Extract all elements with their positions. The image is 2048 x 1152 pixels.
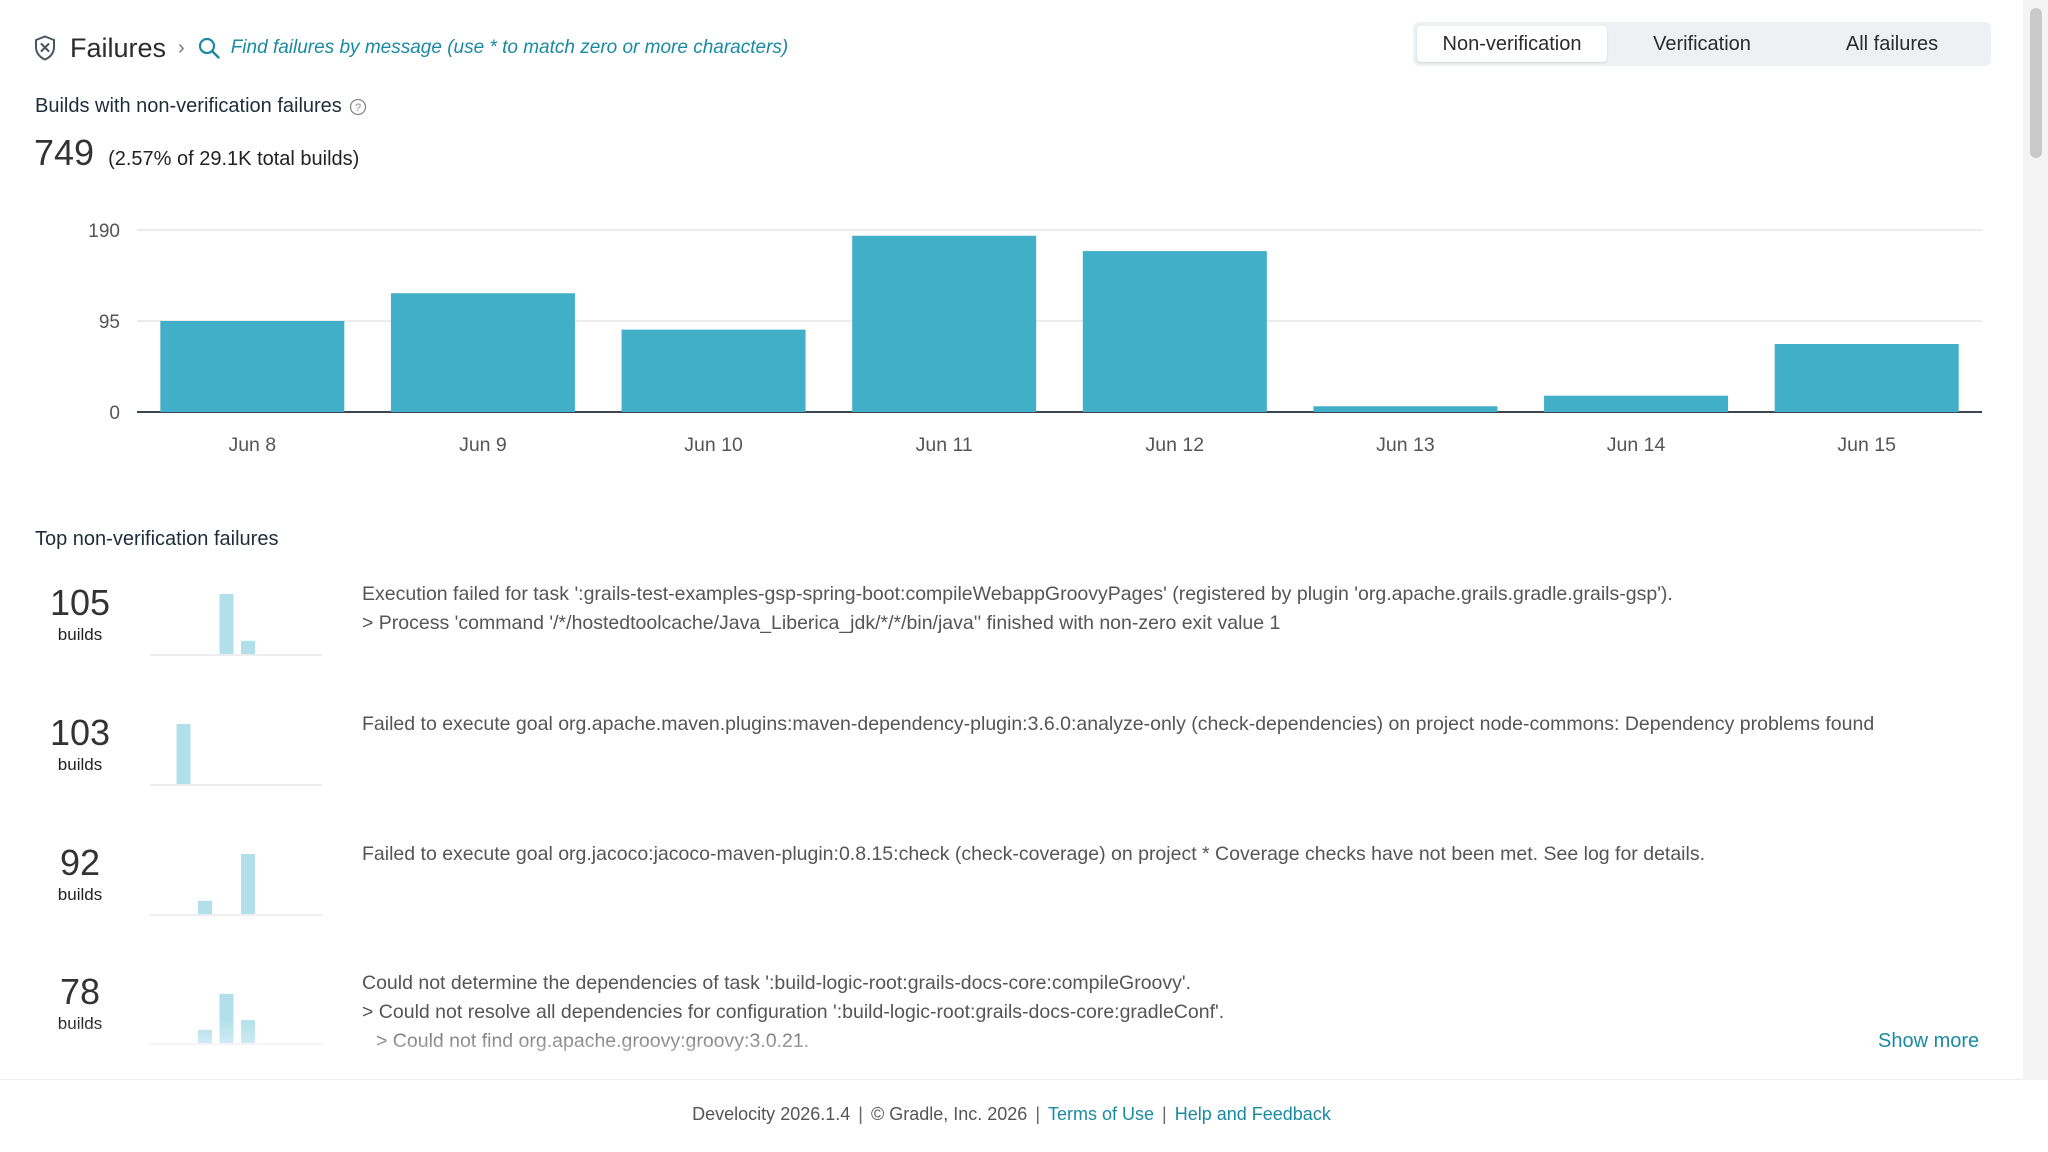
scrollbar-track[interactable]	[2023, 0, 2048, 1080]
failure-count-unit: builds	[57, 625, 103, 644]
chart-bar[interactable]	[1774, 343, 1959, 412]
x-tick-label: Jun 11	[916, 434, 973, 456]
x-tick-label: Jun 13	[1376, 434, 1435, 456]
failure-sparkline	[150, 594, 322, 656]
failure-count-number: 78	[59, 971, 101, 1012]
sparkline-bar	[241, 854, 255, 914]
failure-message-line: > Could not resolve all dependencies for…	[362, 1001, 1225, 1023]
failure-count-number: 92	[59, 842, 101, 883]
x-tick-label: Jun 15	[1837, 434, 1896, 456]
help-feedback-link[interactable]: Help and Feedback	[1174, 1104, 1331, 1124]
x-tick-label: Jun 14	[1607, 434, 1666, 456]
failure-message-line: Execution failed for task ':grails-test-…	[362, 583, 1673, 605]
footer: Develocity 2026.1.4 | © Gradle, Inc. 2026 |…	[0, 1104, 2023, 1125]
help-circle-icon[interactable]: ?	[349, 98, 367, 116]
x-tick-label: Jun 9	[459, 434, 507, 456]
failures-bar-chart: 0 95 190 Jun 8 Jun 9 Jun 10 Jun 11 Jun 12 Jun 13…	[88, 221, 1982, 456]
failure-row[interactable]: 92 builds Failed to execute goal org.jacoc…	[0, 830, 2010, 960]
search-icon[interactable]	[197, 36, 221, 60]
failure-row[interactable]: 105 builds Execution failed for task ':gra…	[0, 570, 2010, 700]
chart-bar[interactable]	[852, 235, 1037, 412]
x-tick-label: Jun 10	[684, 434, 743, 456]
failure-count: 103 builds	[30, 712, 130, 776]
summary-stats: 749 (2.57% of 29.1K total builds)	[34, 132, 359, 174]
footer-separator: |	[1035, 1104, 1040, 1124]
failure-message-line: Failed to execute goal org.jacoco:jacoco…	[362, 843, 1706, 865]
y-tick-label: 95	[99, 312, 120, 333]
list-fade	[0, 1020, 2010, 1080]
failure-message[interactable]: Failed to execute goal org.apache.maven.…	[362, 710, 1982, 739]
total-failed-builds: 749	[34, 132, 95, 173]
breadcrumb-chevron: ›	[178, 36, 185, 59]
show-more-link[interactable]: Show more	[1878, 1030, 1980, 1052]
failure-count-number: 103	[49, 712, 111, 753]
failure-count-unit: builds	[57, 755, 103, 774]
search-failures-input[interactable]: Find failures by message (use * to match…	[230, 37, 789, 58]
chart-bar[interactable]	[390, 293, 575, 412]
failure-sparkline	[150, 724, 322, 786]
failure-count-number: 105	[49, 582, 111, 623]
chart-bar[interactable]	[1544, 395, 1729, 412]
chart-bar[interactable]	[1082, 251, 1267, 412]
failure-row[interactable]: 103 builds Failed to execute goal org.apac…	[0, 700, 2010, 830]
toggle-all-failures[interactable]: All failures	[1845, 32, 1939, 55]
terms-of-use-link[interactable]: Terms of Use	[1048, 1104, 1155, 1124]
toggle-verification[interactable]: Verification	[1653, 32, 1751, 55]
y-tick-label: 0	[109, 403, 120, 424]
failure-type-toggle: Non-verification Verification All failur…	[1413, 22, 1991, 66]
footer-version: Develocity 2026.1.4	[692, 1104, 851, 1124]
x-tick-label: Jun 8	[228, 434, 276, 456]
footer-separator: |	[858, 1104, 863, 1124]
svg-text:?: ?	[355, 102, 361, 114]
top-failures-title: Top non-verification failures	[35, 528, 279, 550]
y-tick-label: 190	[88, 221, 120, 242]
sparkline-bar	[219, 594, 234, 654]
scrollbar-thumb[interactable]	[2030, 8, 2042, 158]
page-header: Failures › Find failures by message (use…	[34, 28, 788, 68]
summary-heading: Builds with non-verification failures ?	[35, 95, 367, 118]
sparkline-bar	[198, 900, 212, 914]
sparkline-bar	[241, 640, 255, 654]
failure-message[interactable]: Execution failed for task ':grails-test-…	[362, 580, 1982, 638]
sparkline-bar	[176, 724, 191, 784]
failure-message-line: > Process 'command '/*/hostedtoolcache/J…	[362, 612, 1281, 634]
total-builds-detail: (2.57% of 29.1K total builds)	[108, 148, 360, 170]
failure-message-line: Failed to execute goal org.apache.maven.…	[362, 713, 1875, 735]
x-tick-label: Jun 12	[1146, 434, 1205, 456]
failure-message-line: Could not determine the dependencies of …	[362, 972, 1192, 994]
toggle-non-verification[interactable]: Non-verification	[1417, 26, 1607, 62]
chart-bar[interactable]	[1313, 406, 1498, 412]
failure-count-unit: builds	[57, 885, 103, 904]
footer-divider	[0, 1079, 2023, 1080]
page-title: Failures	[70, 32, 167, 63]
failure-count: 92 builds	[30, 842, 130, 906]
chart-bar[interactable]	[621, 329, 806, 412]
footer-separator: |	[1162, 1104, 1167, 1124]
summary-title: Builds with non-verification failures	[35, 95, 342, 117]
shield-x-icon	[35, 35, 55, 61]
failure-count: 105 builds	[30, 582, 130, 646]
failure-message[interactable]: Failed to execute goal org.jacoco:jacoco…	[362, 840, 1982, 869]
failure-sparkline	[150, 854, 322, 916]
chart-bar[interactable]	[160, 321, 345, 412]
footer-copyright: © Gradle, Inc. 2026	[870, 1104, 1028, 1124]
